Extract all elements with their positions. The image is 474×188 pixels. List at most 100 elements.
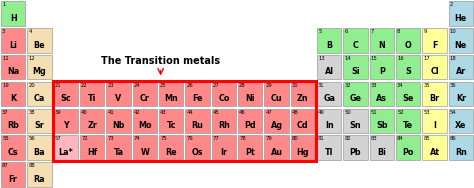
Text: Ta: Ta xyxy=(113,148,124,157)
Text: Be: Be xyxy=(34,41,46,50)
FancyBboxPatch shape xyxy=(291,82,315,106)
Text: Ru: Ru xyxy=(191,121,203,130)
FancyBboxPatch shape xyxy=(449,28,473,53)
Text: 10: 10 xyxy=(450,29,456,34)
Text: Sb: Sb xyxy=(376,121,388,130)
Text: Si: Si xyxy=(351,67,360,77)
Text: H: H xyxy=(10,14,17,23)
Text: Mn: Mn xyxy=(164,94,178,103)
Text: 36: 36 xyxy=(450,83,456,88)
Text: 4: 4 xyxy=(28,29,32,34)
Text: Ba: Ba xyxy=(34,148,46,157)
Text: 44: 44 xyxy=(186,110,193,114)
Text: Br: Br xyxy=(429,94,439,103)
FancyBboxPatch shape xyxy=(449,108,473,133)
FancyBboxPatch shape xyxy=(422,135,447,160)
Text: O: O xyxy=(405,41,411,50)
Text: 82: 82 xyxy=(345,136,351,141)
Text: 45: 45 xyxy=(213,110,219,114)
Text: 76: 76 xyxy=(186,136,193,141)
Text: N: N xyxy=(378,41,385,50)
Text: Tl: Tl xyxy=(325,148,333,157)
Text: 56: 56 xyxy=(28,136,35,141)
Text: Ar: Ar xyxy=(456,67,466,77)
FancyBboxPatch shape xyxy=(449,1,473,26)
Text: Y: Y xyxy=(63,121,69,130)
FancyBboxPatch shape xyxy=(370,55,394,80)
Text: Ca: Ca xyxy=(34,94,45,103)
Text: Rn: Rn xyxy=(455,148,467,157)
Text: Mg: Mg xyxy=(33,67,46,77)
FancyBboxPatch shape xyxy=(396,135,420,160)
Text: 19: 19 xyxy=(2,83,9,88)
FancyBboxPatch shape xyxy=(238,108,262,133)
FancyBboxPatch shape xyxy=(1,135,25,160)
FancyBboxPatch shape xyxy=(106,82,131,106)
Text: Rh: Rh xyxy=(218,121,230,130)
FancyBboxPatch shape xyxy=(80,135,104,160)
FancyBboxPatch shape xyxy=(370,28,394,53)
Text: 57: 57 xyxy=(55,136,62,141)
Text: 43: 43 xyxy=(160,110,167,114)
FancyBboxPatch shape xyxy=(54,135,78,160)
Text: 13: 13 xyxy=(318,56,325,61)
FancyBboxPatch shape xyxy=(343,28,368,53)
Text: 17: 17 xyxy=(423,56,430,61)
Text: Tc: Tc xyxy=(166,121,176,130)
Text: 12: 12 xyxy=(28,56,35,61)
FancyBboxPatch shape xyxy=(27,108,52,133)
Text: Cr: Cr xyxy=(140,94,150,103)
Text: 88: 88 xyxy=(28,163,35,168)
Text: 78: 78 xyxy=(239,136,246,141)
Text: 24: 24 xyxy=(134,83,140,88)
Text: 31: 31 xyxy=(318,83,325,88)
Text: 54: 54 xyxy=(450,110,456,114)
Text: S: S xyxy=(405,67,411,77)
Text: Bi: Bi xyxy=(377,148,386,157)
Text: Te: Te xyxy=(403,121,413,130)
FancyBboxPatch shape xyxy=(317,82,341,106)
Text: 3: 3 xyxy=(2,29,5,34)
FancyBboxPatch shape xyxy=(1,82,25,106)
FancyBboxPatch shape xyxy=(291,108,315,133)
Text: Rb: Rb xyxy=(7,121,19,130)
Text: Cl: Cl xyxy=(430,67,439,77)
Text: Cu: Cu xyxy=(271,94,283,103)
FancyBboxPatch shape xyxy=(343,82,368,106)
Text: 23: 23 xyxy=(108,83,114,88)
FancyBboxPatch shape xyxy=(159,135,183,160)
Text: 40: 40 xyxy=(81,110,88,114)
Text: Ne: Ne xyxy=(455,41,467,50)
Text: 20: 20 xyxy=(28,83,35,88)
Text: B: B xyxy=(326,41,332,50)
Text: Sc: Sc xyxy=(61,94,71,103)
Text: 15: 15 xyxy=(371,56,377,61)
Text: Ir: Ir xyxy=(220,148,228,157)
FancyBboxPatch shape xyxy=(185,135,210,160)
FancyBboxPatch shape xyxy=(317,28,341,53)
Text: Al: Al xyxy=(325,67,334,77)
Text: 18: 18 xyxy=(450,56,456,61)
FancyBboxPatch shape xyxy=(159,82,183,106)
Text: 9: 9 xyxy=(423,29,427,34)
Text: 73: 73 xyxy=(108,136,114,141)
Text: 7: 7 xyxy=(371,29,374,34)
FancyBboxPatch shape xyxy=(1,162,25,187)
FancyBboxPatch shape xyxy=(185,82,210,106)
Text: Cs: Cs xyxy=(8,148,18,157)
Text: La*: La* xyxy=(58,148,73,157)
FancyBboxPatch shape xyxy=(422,28,447,53)
Text: 84: 84 xyxy=(397,136,404,141)
Text: F: F xyxy=(432,41,437,50)
FancyBboxPatch shape xyxy=(80,82,104,106)
Text: 29: 29 xyxy=(265,83,272,88)
Text: 28: 28 xyxy=(239,83,246,88)
FancyBboxPatch shape xyxy=(159,108,183,133)
Text: 48: 48 xyxy=(292,110,299,114)
Text: Ge: Ge xyxy=(349,94,362,103)
Text: 11: 11 xyxy=(2,56,9,61)
Text: 86: 86 xyxy=(450,136,456,141)
Text: 25: 25 xyxy=(160,83,167,88)
Text: Se: Se xyxy=(402,94,414,103)
FancyBboxPatch shape xyxy=(106,108,131,133)
